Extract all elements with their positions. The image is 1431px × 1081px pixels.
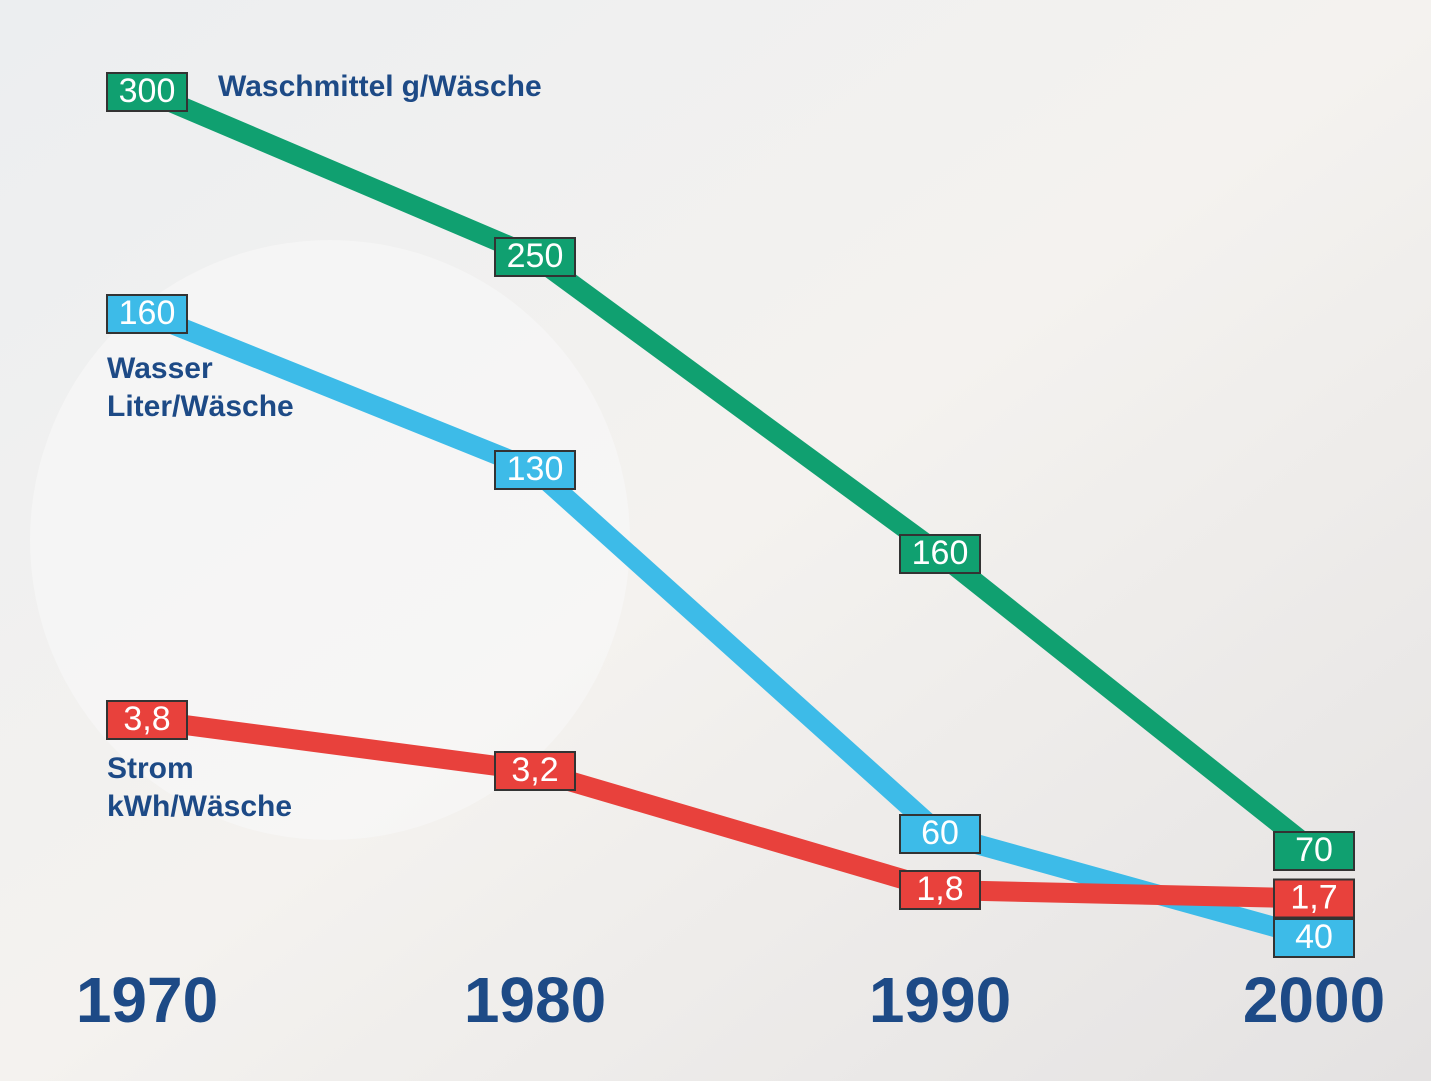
series-name: Strom (107, 752, 194, 785)
data-label: 70 (1295, 831, 1333, 869)
data-label: 300 (119, 72, 176, 110)
series-unit: kWh/Wäsche (107, 790, 292, 823)
data-label: 1,8 (916, 870, 963, 908)
data-label: 160 (912, 534, 969, 572)
series-unit: Liter/Wäsche (107, 390, 294, 423)
value-box (1273, 831, 1355, 871)
line (145, 710, 1315, 909)
x-tick-label: 1970 (76, 964, 218, 1036)
value-box (106, 700, 188, 740)
series-name: Wasser (107, 352, 213, 385)
x-tick-label: 1980 (464, 964, 606, 1036)
series-unit: g/Wäsche (402, 70, 542, 103)
data-label: 40 (1295, 918, 1333, 956)
decor (30, 240, 630, 840)
data-label: 160 (119, 294, 176, 332)
data-label: 130 (507, 450, 564, 488)
series-name: Waschmittel (218, 70, 394, 103)
value-box (494, 751, 576, 791)
value-box (899, 870, 981, 910)
data-label: 3,8 (123, 700, 170, 738)
line (143, 82, 1321, 859)
data-label: 1,7 (1290, 878, 1337, 916)
data-label: 60 (921, 814, 959, 852)
data-label: 250 (507, 237, 564, 275)
series-label: Waschmittel g/Wäsche (218, 70, 542, 103)
value-box (494, 237, 576, 277)
x-tick-label: 2000 (1243, 964, 1385, 1036)
value-box (106, 72, 188, 112)
x-tick-label: 1990 (869, 964, 1011, 1036)
value-box (494, 450, 576, 490)
value-box (1273, 918, 1355, 958)
value-box (106, 294, 188, 334)
value-box (899, 814, 981, 854)
data-label: 3,2 (511, 751, 558, 789)
value-box (899, 534, 981, 574)
value-box (1273, 878, 1355, 919)
